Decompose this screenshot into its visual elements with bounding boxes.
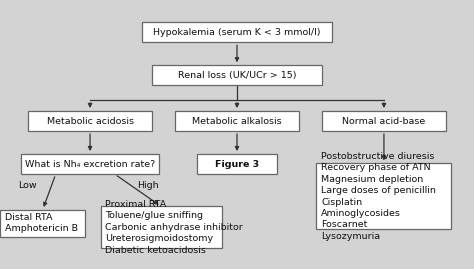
Text: Metabolic acidosis: Metabolic acidosis: [46, 116, 134, 126]
Text: What is Nh₄ excretion rate?: What is Nh₄ excretion rate?: [25, 160, 155, 169]
Text: Figure 3: Figure 3: [215, 160, 259, 169]
FancyBboxPatch shape: [28, 111, 152, 131]
FancyBboxPatch shape: [175, 111, 299, 131]
Text: Metabolic alkalosis: Metabolic alkalosis: [192, 116, 282, 126]
Text: Proximal RTA
Toluene/glue sniffing
Carbonic anhydrase inhibitor
Ureterosigmoidos: Proximal RTA Toluene/glue sniffing Carbo…: [106, 200, 243, 255]
FancyBboxPatch shape: [197, 154, 277, 174]
FancyBboxPatch shape: [142, 22, 332, 43]
FancyBboxPatch shape: [0, 210, 85, 237]
Text: Renal loss (UK/UCr > 15): Renal loss (UK/UCr > 15): [178, 71, 296, 80]
Text: Postobstructive diuresis
Recovery phase of ATN
Magnesium depletion
Large doses o: Postobstructive diuresis Recovery phase …: [321, 152, 436, 241]
Text: Distal RTA
Amphotericin B: Distal RTA Amphotericin B: [5, 213, 78, 233]
FancyBboxPatch shape: [317, 163, 451, 229]
Text: Low: Low: [18, 181, 36, 190]
FancyBboxPatch shape: [100, 207, 221, 248]
FancyBboxPatch shape: [21, 154, 159, 174]
FancyBboxPatch shape: [152, 65, 322, 86]
Text: High: High: [137, 181, 159, 190]
FancyBboxPatch shape: [322, 111, 446, 131]
Text: Normal acid-base: Normal acid-base: [342, 116, 426, 126]
Text: Hypokalemia (serum K < 3 mmol/l): Hypokalemia (serum K < 3 mmol/l): [153, 28, 321, 37]
